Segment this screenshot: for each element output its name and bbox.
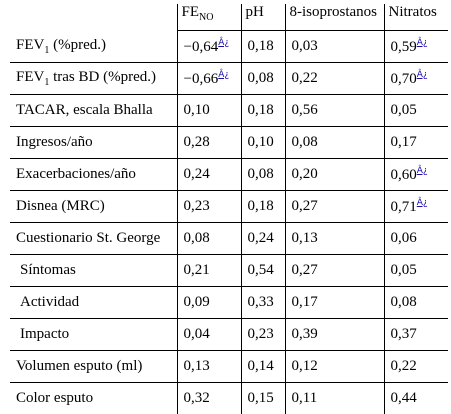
- cell-nitratos: 0,59Â¿: [384, 31, 448, 63]
- cell-nitratos: 0,08: [384, 287, 448, 319]
- header-nitratos: Nitratos: [384, 4, 448, 31]
- cell-isoprostanos: 0,22: [285, 63, 384, 95]
- row-label: Ingresos/año: [10, 127, 177, 159]
- cell-nitratos: 0,22: [384, 351, 448, 383]
- row-label: Disnea (MRC): [10, 191, 177, 223]
- table-header-row: FENO pH 8-isoprostanos Nitratos: [10, 4, 448, 31]
- row-label: Color esputo: [10, 383, 177, 414]
- footnote-link[interactable]: Â¿: [417, 198, 428, 208]
- table-row: Ingresos/año 0,28 0,10 0,08 0,17: [10, 127, 448, 159]
- cell-isoprostanos: 0,20: [285, 159, 384, 191]
- cell-isoprostanos: 0,56: [285, 95, 384, 127]
- cell-ph: 0,18: [241, 95, 285, 127]
- cell-isoprostanos: 0,08: [285, 127, 384, 159]
- table-row: TACAR, escala Bhalla 0,10 0,18 0,56 0,05: [10, 95, 448, 127]
- cell-isoprostanos: 0,03: [285, 31, 384, 63]
- cell-ph: 0,23: [241, 319, 285, 351]
- cell-nitratos: 0,70Â¿: [384, 63, 448, 95]
- table-row: Cuestionario St. George 0,08 0,24 0,13 0…: [10, 223, 448, 255]
- cell-ph: 0,33: [241, 287, 285, 319]
- cell-nitratos: 0,44: [384, 383, 448, 414]
- cell-ph: 0,18: [241, 191, 285, 223]
- header-feno: FENO: [177, 4, 241, 31]
- cell-isoprostanos: 0,17: [285, 287, 384, 319]
- cell-isoprostanos: 0,13: [285, 223, 384, 255]
- cell-nitratos: 0,60Â¿: [384, 159, 448, 191]
- cell-nitratos: 0,05: [384, 95, 448, 127]
- footnote-link[interactable]: Â¿: [218, 70, 229, 80]
- row-label: Cuestionario St. George: [10, 223, 177, 255]
- table-row: Disnea (MRC) 0,23 0,18 0,27 0,71Â¿: [10, 191, 448, 223]
- table-row: Actividad 0,09 0,33 0,17 0,08: [10, 287, 448, 319]
- cell-feno: 0,32: [177, 383, 241, 414]
- cell-nitratos: 0,71Â¿: [384, 191, 448, 223]
- cell-feno: 0,09: [177, 287, 241, 319]
- cell-isoprostanos: 0,39: [285, 319, 384, 351]
- cell-feno: 0,13: [177, 351, 241, 383]
- footnote-link[interactable]: Â¿: [417, 166, 428, 176]
- cell-feno: 0,04: [177, 319, 241, 351]
- cell-isoprostanos: 0,12: [285, 351, 384, 383]
- row-label: FEV1 (%pred.): [10, 31, 177, 63]
- header-feno-sub: NO: [199, 12, 213, 23]
- table-row: Impacto 0,04 0,23 0,39 0,37: [10, 319, 448, 351]
- cell-nitratos: 0,05: [384, 255, 448, 287]
- row-label: Impacto: [10, 319, 177, 351]
- cell-feno: 0,28: [177, 127, 241, 159]
- table-row: Volumen esputo (ml) 0,13 0,14 0,12 0,22: [10, 351, 448, 383]
- cell-nitratos: 0,06: [384, 223, 448, 255]
- cell-ph: 0,54: [241, 255, 285, 287]
- cell-nitratos: 0,37: [384, 319, 448, 351]
- table-row: Síntomas 0,21 0,54 0,27 0,05: [10, 255, 448, 287]
- footnote-link[interactable]: Â¿: [218, 38, 229, 48]
- cell-ph: 0,10: [241, 127, 285, 159]
- table-row: FEV1 (%pred.) −0,64Â¿ 0,18 0,03 0,59Â¿: [10, 31, 448, 63]
- cell-feno: −0,64Â¿: [177, 31, 241, 63]
- cell-ph: 0,14: [241, 351, 285, 383]
- header-isoprostanos: 8-isoprostanos: [285, 4, 384, 31]
- header-feno-base: FE: [182, 4, 200, 20]
- cell-ph: 0,08: [241, 159, 285, 191]
- cell-isoprostanos: 0,11: [285, 383, 384, 414]
- table-row: Exacerbaciones/año 0,24 0,08 0,20 0,60Â¿: [10, 159, 448, 191]
- cell-isoprostanos: 0,27: [285, 191, 384, 223]
- table-row: FEV1 tras BD (%pred.) −0,66Â¿ 0,08 0,22 …: [10, 63, 448, 95]
- cell-isoprostanos: 0,27: [285, 255, 384, 287]
- cell-ph: 0,15: [241, 383, 285, 414]
- header-empty-cell: [10, 4, 177, 31]
- correlation-table: FENO pH 8-isoprostanos Nitratos FEV1 (%p…: [10, 4, 448, 414]
- cell-feno: −0,66Â¿: [177, 63, 241, 95]
- footnote-link[interactable]: Â¿: [417, 70, 428, 80]
- cell-ph: 0,24: [241, 223, 285, 255]
- cell-ph: 0,18: [241, 31, 285, 63]
- cell-feno: 0,21: [177, 255, 241, 287]
- row-label: Actividad: [10, 287, 177, 319]
- cell-ph: 0,08: [241, 63, 285, 95]
- cell-feno: 0,24: [177, 159, 241, 191]
- cell-feno: 0,08: [177, 223, 241, 255]
- row-label: TACAR, escala Bhalla: [10, 95, 177, 127]
- header-ph: pH: [241, 4, 285, 31]
- row-label: Síntomas: [10, 255, 177, 287]
- row-label: FEV1 tras BD (%pred.): [10, 63, 177, 95]
- footnote-link[interactable]: Â¿: [417, 38, 428, 48]
- table-row: Color esputo 0,32 0,15 0,11 0,44: [10, 383, 448, 414]
- cell-feno: 0,23: [177, 191, 241, 223]
- cell-nitratos: 0,17: [384, 127, 448, 159]
- row-label: Exacerbaciones/año: [10, 159, 177, 191]
- cell-feno: 0,10: [177, 95, 241, 127]
- row-label: Volumen esputo (ml): [10, 351, 177, 383]
